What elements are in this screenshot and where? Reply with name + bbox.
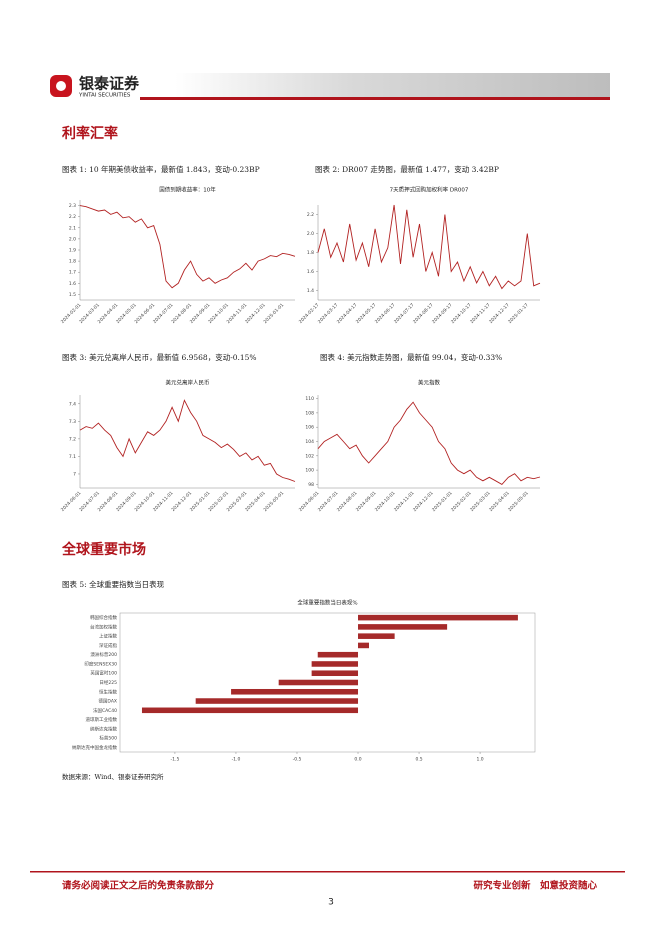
x-tick-label: -1.5 bbox=[171, 757, 180, 763]
caption: 图表 1: 10 年期美债收益率，最新值 1.843，变动-0.23BP bbox=[62, 164, 260, 174]
x-tick-label: -1.0 bbox=[232, 757, 241, 763]
category-label: 上证指数 bbox=[99, 633, 117, 640]
y-tick-label: 7.1 bbox=[69, 454, 76, 460]
y-tick-label: 1.8 bbox=[69, 259, 76, 265]
y-tick-label: 100 bbox=[305, 468, 314, 474]
footer-right: 研究专业创新 如意投资随心 bbox=[473, 880, 597, 892]
chart-title: 7天质押式回购加权利率 DR007 bbox=[390, 186, 469, 194]
source: 数据来源：Wind、银泰证券研究所 bbox=[62, 772, 164, 781]
x-tick-label: 2025-05-01 bbox=[507, 490, 530, 513]
y-tick-label: 1.9 bbox=[69, 248, 76, 254]
bar bbox=[311, 661, 359, 667]
brand: 银泰证券 bbox=[79, 75, 140, 93]
section-title: 全球重要市场 bbox=[61, 541, 146, 558]
line bbox=[317, 204, 541, 290]
logo bbox=[50, 75, 72, 97]
y-tick-label: 2.2 bbox=[69, 214, 76, 220]
bar bbox=[278, 679, 359, 686]
line bbox=[79, 399, 296, 482]
bar bbox=[317, 651, 359, 658]
category-label: 标普500 bbox=[99, 735, 117, 742]
y-tick-label: 1.8 bbox=[307, 250, 314, 256]
caption: 图表 2: DR007 走势图，最新值 1.477，变动 3.42BP bbox=[315, 164, 499, 174]
bar bbox=[195, 698, 359, 704]
y-tick-label: 2.3 bbox=[69, 203, 76, 209]
category-label: 日经225 bbox=[99, 679, 117, 686]
x-tick-label: -0.5 bbox=[293, 757, 302, 763]
x-tick-label: 0.5 bbox=[415, 757, 422, 763]
y-tick-label: 102 bbox=[305, 453, 314, 459]
plot-frame bbox=[119, 612, 536, 753]
bar bbox=[311, 670, 359, 677]
bar bbox=[141, 707, 359, 714]
header-rule bbox=[140, 97, 610, 100]
category-label: 澳洲标普200 bbox=[90, 651, 117, 658]
category-label: 韩国综合指数 bbox=[90, 614, 117, 621]
y-tick-label: 7.2 bbox=[69, 436, 76, 442]
footer-rule bbox=[30, 871, 625, 873]
y-tick-label: 110 bbox=[305, 396, 314, 402]
chart-title: 美元指数 bbox=[418, 379, 441, 387]
category-label: 道琼斯工业指数 bbox=[86, 716, 118, 723]
brand-en: YINTAI SECURITIES bbox=[78, 93, 131, 99]
x-tick-label: 1.0 bbox=[476, 757, 483, 763]
caption: 图表 5: 全球重要指数当日表现 bbox=[62, 579, 165, 589]
x-tick-label: 0.0 bbox=[354, 757, 361, 763]
line bbox=[317, 401, 541, 485]
y-tick-label: 108 bbox=[305, 410, 314, 416]
y-tick-label: 7.3 bbox=[69, 419, 76, 425]
footer-left: 请务必阅读正文之后的免责条款部分 bbox=[62, 880, 215, 892]
y-tick-label: 104 bbox=[305, 439, 314, 445]
y-tick-label: 1.6 bbox=[307, 269, 314, 275]
category-label: 纳斯达克中国金龙指数 bbox=[72, 744, 117, 751]
chart-title: 全球重要指数当日表现% bbox=[297, 599, 357, 607]
banner bbox=[175, 73, 610, 99]
category-label: 恒生指数 bbox=[99, 688, 117, 695]
bar bbox=[231, 688, 359, 695]
y-tick-label: 2.0 bbox=[307, 231, 314, 237]
y-tick-label: 106 bbox=[305, 425, 314, 431]
y-tick-label: 1.5 bbox=[69, 292, 76, 298]
category-label: 英国富时100 bbox=[90, 670, 117, 677]
y-tick-label: 1.6 bbox=[69, 281, 76, 287]
caption: 图表 4: 美元指数走势图，最新值 99.04，变动-0.33% bbox=[320, 352, 502, 362]
y-tick-label: 98 bbox=[308, 482, 314, 488]
x-tick-label: 2025-01-17 bbox=[507, 302, 530, 325]
chart-title: 国债到期收益率：10年 bbox=[159, 186, 216, 194]
x-tick-label: 2025-05-01 bbox=[262, 490, 285, 513]
category-label: 纳斯达克指数 bbox=[90, 725, 117, 732]
bar bbox=[358, 624, 448, 630]
section-title: 利率汇率 bbox=[62, 125, 118, 142]
y-tick-label: 1.4 bbox=[307, 288, 314, 294]
y-tick-label: 7.4 bbox=[69, 401, 76, 407]
y-tick-label: 2.0 bbox=[69, 236, 76, 242]
category-label: 印度SENSEX30 bbox=[84, 660, 117, 667]
bar bbox=[358, 614, 518, 621]
line bbox=[79, 205, 296, 289]
category-label: 台湾加权指数 bbox=[90, 623, 117, 630]
category-label: 深证成指 bbox=[99, 642, 117, 649]
category-label: 法国CAC40 bbox=[93, 707, 117, 714]
chart-title: 美元兑离岸人民币 bbox=[165, 379, 210, 387]
caption: 图表 3: 美元兑离岸人民币，最新值 6.9568，变动-0.15% bbox=[62, 352, 257, 362]
bar bbox=[358, 642, 369, 649]
page-number: 3 bbox=[328, 898, 334, 908]
y-tick-label: 1.7 bbox=[69, 270, 76, 276]
x-tick-label: 2025-01-01 bbox=[262, 302, 285, 325]
y-tick-label: 2.1 bbox=[69, 225, 76, 231]
category-label: 德国DAX bbox=[98, 698, 117, 705]
y-tick-label: 2.2 bbox=[307, 212, 314, 218]
bar bbox=[358, 633, 395, 639]
y-tick-label: 7 bbox=[73, 471, 76, 477]
